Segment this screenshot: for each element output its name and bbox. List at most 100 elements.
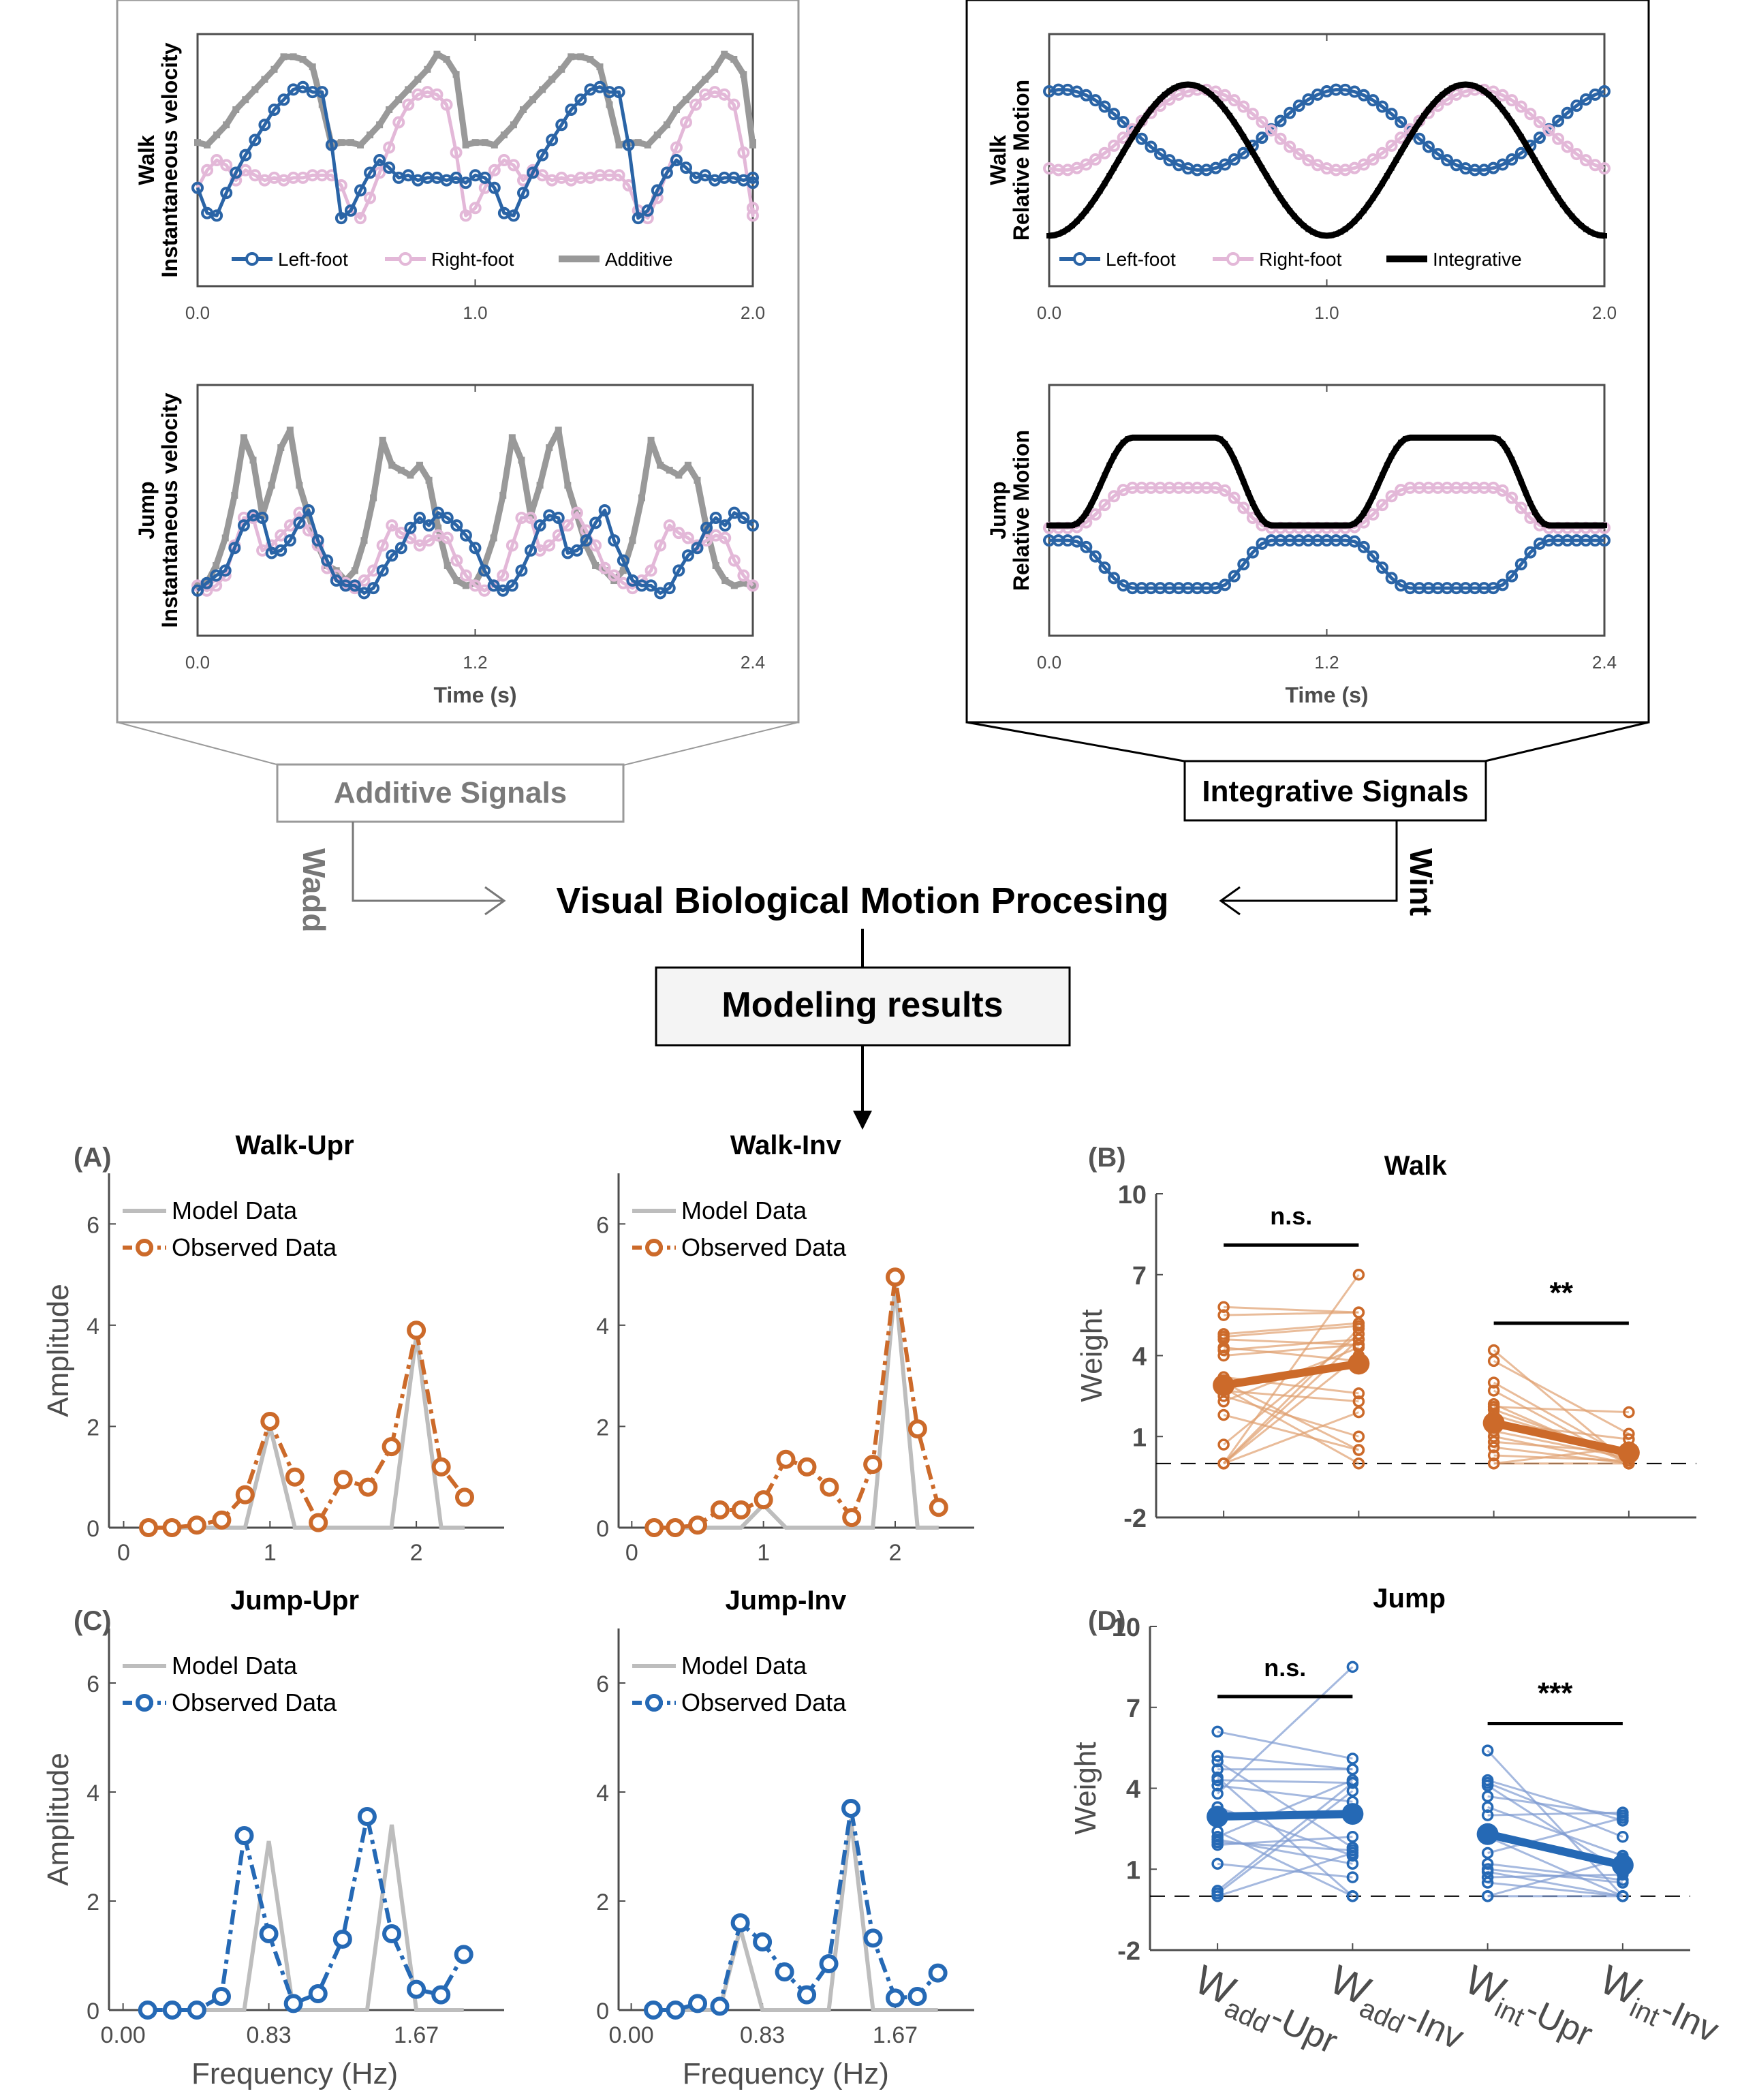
data-point [1579, 154, 1592, 167]
data-point [228, 542, 241, 555]
subject-line [1224, 1344, 1359, 1357]
data-point [268, 104, 281, 116]
subject-point [1481, 1779, 1494, 1792]
subject-point [1617, 1831, 1629, 1843]
data-point [1319, 523, 1325, 529]
data-point [1486, 91, 1492, 97]
data-point [1217, 101, 1224, 107]
data-point [1092, 195, 1098, 201]
data-point [516, 187, 529, 200]
observed-point [357, 1807, 377, 1826]
data-point [1367, 153, 1380, 166]
data-point [567, 53, 575, 61]
data-point [293, 516, 306, 529]
data-point [478, 584, 491, 597]
data-point [1083, 208, 1089, 214]
observed-point [666, 1518, 685, 1537]
data-point [1348, 535, 1361, 548]
data-point [231, 491, 238, 499]
legend-marker-observed [136, 1694, 153, 1712]
observed-point [234, 1826, 254, 1845]
data-point [1552, 114, 1565, 127]
data-point [1265, 124, 1277, 137]
data-point [441, 512, 454, 525]
data-point [1602, 523, 1607, 529]
integrative-panel-frame [965, 0, 1650, 762]
subject-line [1223, 1411, 1359, 1465]
data-point [612, 86, 625, 99]
observed-point [863, 1928, 883, 1948]
data-point [1583, 226, 1589, 232]
subject-line [1493, 1454, 1629, 1462]
data-point [1430, 435, 1436, 441]
data-point [1559, 202, 1566, 208]
series-line [1048, 88, 1605, 172]
data-point [376, 121, 384, 129]
data-point [471, 139, 479, 146]
observed-point [886, 1267, 905, 1287]
data-point [347, 139, 354, 146]
data-point [1108, 490, 1121, 503]
data-point [1416, 435, 1422, 441]
data-point [1357, 89, 1370, 102]
data-point [1356, 213, 1363, 219]
data-point [1166, 88, 1172, 94]
data-point [1384, 462, 1390, 468]
data-point [1357, 158, 1370, 171]
data-point [1395, 132, 1408, 144]
data-point [570, 544, 583, 557]
data-point [1506, 94, 1519, 107]
data-point [210, 569, 223, 582]
data-point [462, 141, 469, 149]
observed-point [710, 1500, 730, 1519]
data-point [1046, 233, 1052, 238]
data-point [237, 519, 250, 532]
data-point [201, 164, 214, 176]
y-axis-label-line2: Relative Motion [1009, 430, 1033, 591]
y-axis-label: Amplitude [42, 1284, 75, 1417]
data-point [1080, 89, 1093, 102]
x-tick-label: 1.0 [463, 303, 487, 323]
data-point [657, 461, 664, 469]
series-integrative [1046, 434, 1607, 529]
data-point [1219, 484, 1232, 497]
data-point [309, 63, 316, 71]
data-point [1513, 467, 1519, 474]
data-point [280, 53, 287, 61]
data-point [712, 561, 719, 569]
subject-point [1346, 1661, 1359, 1673]
data-point [1376, 146, 1388, 159]
y-tick-label: 6 [596, 1671, 609, 1697]
data-point [1559, 523, 1566, 529]
data-point [367, 132, 374, 138]
data-point [1292, 148, 1305, 161]
data-point [277, 444, 285, 451]
data-point [1203, 88, 1209, 94]
data-point [747, 209, 759, 222]
subject-point [1352, 1457, 1365, 1470]
observed-point [819, 1954, 839, 1973]
data-point [219, 564, 232, 577]
data-point [1365, 202, 1371, 208]
data-point [1467, 435, 1474, 441]
data-point [1117, 132, 1130, 144]
data-point [1069, 223, 1075, 229]
wint-label: Wint [1403, 848, 1439, 916]
subject-line [1487, 1817, 1623, 1854]
subject-point [1481, 1801, 1494, 1813]
data-point [283, 534, 296, 547]
data-point [1440, 91, 1446, 97]
data-point [519, 106, 527, 113]
data-point [589, 539, 602, 552]
data-point [606, 101, 613, 108]
data-point [1481, 88, 1487, 94]
additive-panel-frame [116, 0, 800, 766]
series-left-foot [1043, 83, 1611, 176]
data-point [441, 531, 454, 544]
data-point [422, 519, 435, 532]
data-point [1569, 213, 1575, 219]
observed-point [187, 1515, 206, 1535]
data-point [194, 139, 201, 146]
data-point [1241, 134, 1247, 140]
